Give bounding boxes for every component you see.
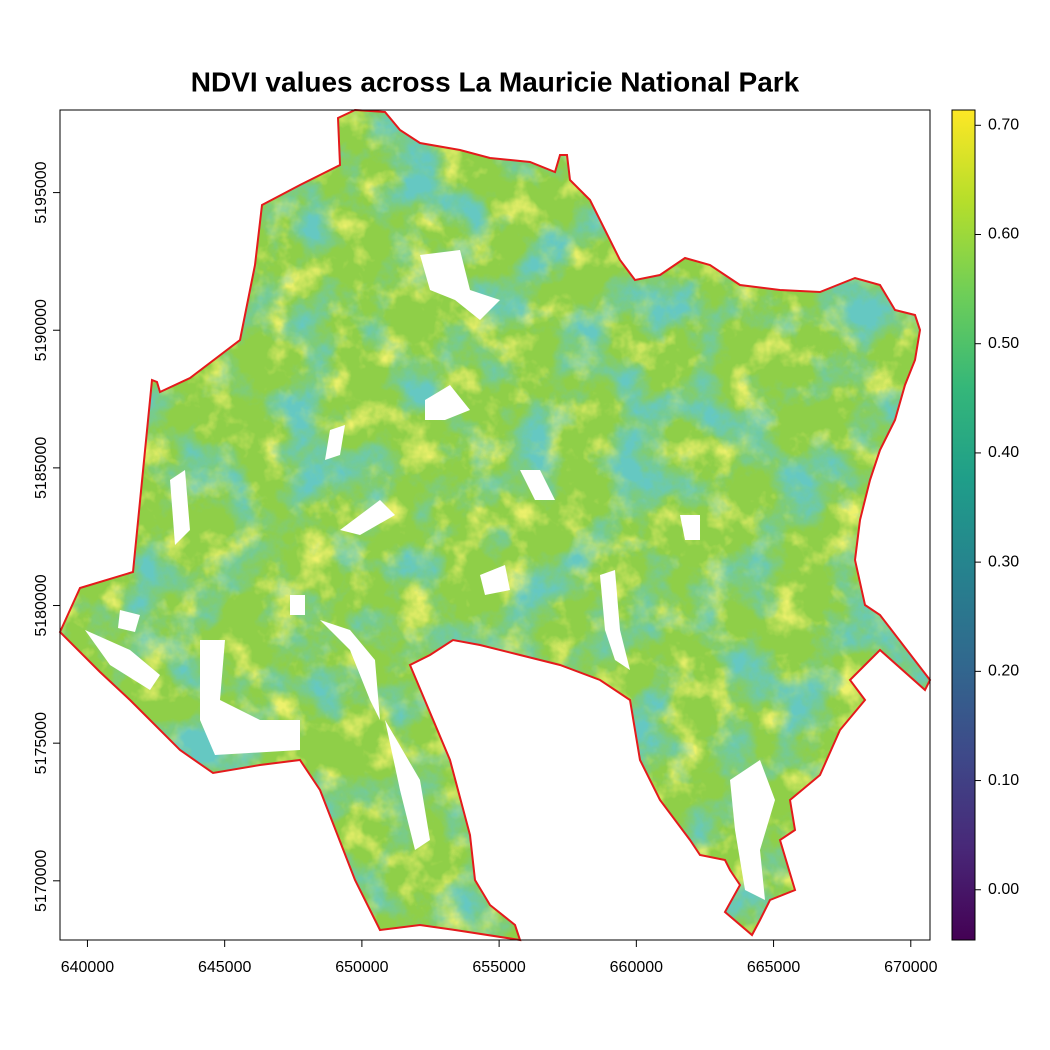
chart-title: NDVI values across La Mauricie National … [191, 66, 800, 97]
colorbar-tick-label: 0.10 [988, 772, 1019, 789]
y-tick-label: 5170000 [33, 850, 50, 912]
colorbar-tick-label: 0.60 [988, 226, 1019, 243]
x-tick-label: 645000 [198, 959, 251, 976]
y-tick-label: 5190000 [33, 299, 50, 361]
y-tick-label: 5185000 [33, 437, 50, 499]
x-tick-label: 650000 [335, 959, 388, 976]
colorbar [951, 109, 976, 941]
colorbar-tick-label: 0.20 [988, 663, 1019, 680]
y-tick-label: 5180000 [33, 574, 50, 636]
colorbar-tick-label: 0.30 [988, 553, 1019, 570]
x-tick-label: 655000 [472, 959, 525, 976]
x-tick-label: 660000 [610, 959, 663, 976]
colorbar-tick-label: 0.00 [988, 881, 1019, 898]
colorbar-tick-label: 0.70 [988, 117, 1019, 134]
colorbar-tick-label: 0.50 [988, 335, 1019, 352]
y-tick-label: 5195000 [33, 161, 50, 223]
y-tick-label: 5175000 [33, 712, 50, 774]
water-bodies [85, 250, 775, 900]
plot-frame [59, 109, 931, 941]
colorbar-tick-label: 0.40 [988, 444, 1019, 461]
ndvi-raster [60, 110, 930, 940]
x-tick-label: 640000 [61, 959, 114, 976]
x-tick-label: 670000 [884, 959, 937, 976]
x-tick-label: 665000 [747, 959, 800, 976]
